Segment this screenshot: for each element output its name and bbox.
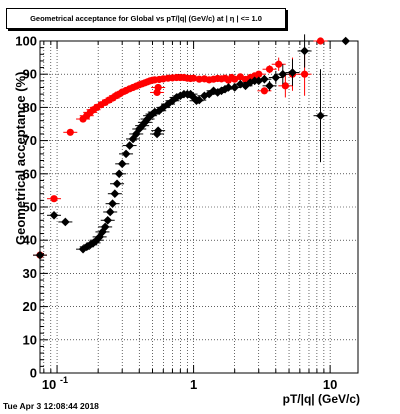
y-tick-label: 10 bbox=[23, 332, 37, 347]
x-tick-label: 10 bbox=[323, 377, 337, 392]
y-tick-label: 90 bbox=[23, 67, 37, 82]
data-point bbox=[159, 103, 168, 112]
series-1 bbox=[33, 37, 328, 259]
y-tick-label: 70 bbox=[23, 133, 37, 148]
data-point bbox=[125, 141, 134, 150]
data-point bbox=[152, 129, 162, 139]
data-point bbox=[95, 232, 104, 242]
x-tick-label: 1 bbox=[190, 377, 197, 392]
data-point bbox=[172, 93, 181, 102]
data-point bbox=[288, 68, 297, 77]
x-axis-label: pT/|q| (GeV/c) bbox=[282, 392, 360, 406]
data-point bbox=[316, 111, 325, 120]
y-tick-label: 80 bbox=[23, 100, 37, 115]
x-tick-label-exponent: -1 bbox=[60, 375, 68, 385]
data-point bbox=[112, 179, 122, 189]
data-point bbox=[217, 86, 226, 96]
data-point bbox=[260, 74, 269, 84]
data-point bbox=[114, 169, 124, 179]
data-point bbox=[275, 60, 283, 68]
data-point bbox=[260, 87, 268, 95]
y-tick-label: 40 bbox=[23, 233, 37, 248]
data-point bbox=[265, 81, 274, 91]
data-point bbox=[271, 73, 281, 82]
data-point bbox=[153, 126, 163, 135]
data-point bbox=[150, 107, 160, 117]
y-tick-label: 60 bbox=[23, 166, 37, 181]
y-tick-label: 30 bbox=[23, 266, 37, 281]
data-point bbox=[66, 128, 74, 136]
data-point bbox=[143, 114, 152, 124]
data-point bbox=[35, 250, 45, 260]
chart-title: Geometrical acceptance for Global vs pT/… bbox=[6, 8, 286, 29]
series-2 bbox=[33, 34, 353, 260]
data-point bbox=[49, 211, 59, 220]
data-point bbox=[117, 159, 127, 169]
data-point bbox=[316, 37, 325, 45]
data-point bbox=[281, 82, 289, 90]
timestamp: Tue Apr 3 12:08:44 2018 bbox=[3, 401, 99, 411]
data-point bbox=[265, 65, 274, 73]
data-point bbox=[61, 217, 70, 227]
data-point bbox=[300, 70, 309, 78]
grid bbox=[40, 41, 358, 373]
data-point bbox=[204, 89, 214, 99]
x-tick-label: 10 bbox=[42, 377, 56, 392]
data-point bbox=[194, 95, 204, 105]
data-point bbox=[186, 89, 195, 99]
y-tick-label: 100 bbox=[15, 34, 37, 49]
data-point bbox=[278, 69, 288, 79]
data-point bbox=[140, 118, 150, 127]
data-point bbox=[230, 83, 239, 92]
data-point bbox=[255, 70, 263, 78]
data-point bbox=[341, 36, 350, 46]
data-point bbox=[105, 207, 115, 217]
data-point bbox=[85, 240, 95, 250]
data-marks bbox=[33, 34, 353, 260]
data-point bbox=[231, 75, 239, 83]
data-point bbox=[154, 83, 162, 92]
data-point bbox=[121, 149, 131, 159]
data-point bbox=[50, 195, 58, 203]
y-tick-label: 0 bbox=[30, 366, 37, 381]
data-point bbox=[236, 79, 245, 89]
data-point bbox=[108, 199, 117, 208]
data-point bbox=[110, 189, 120, 199]
y-axis-label: Geometrical acceptance (%) bbox=[13, 71, 28, 245]
data-point bbox=[103, 215, 113, 225]
data-point bbox=[189, 74, 198, 82]
data-point bbox=[100, 222, 110, 232]
data-point bbox=[163, 99, 173, 109]
data-point bbox=[89, 238, 98, 248]
axes: 0 10 20 30 40 50 60 70 80 90 100 10 -1 1 10 bbox=[15, 34, 359, 392]
data-point bbox=[92, 235, 101, 245]
data-point bbox=[131, 129, 141, 139]
y-tick-label: 20 bbox=[23, 299, 37, 314]
data-point bbox=[300, 46, 309, 56]
y-tick-label: 50 bbox=[23, 200, 37, 215]
